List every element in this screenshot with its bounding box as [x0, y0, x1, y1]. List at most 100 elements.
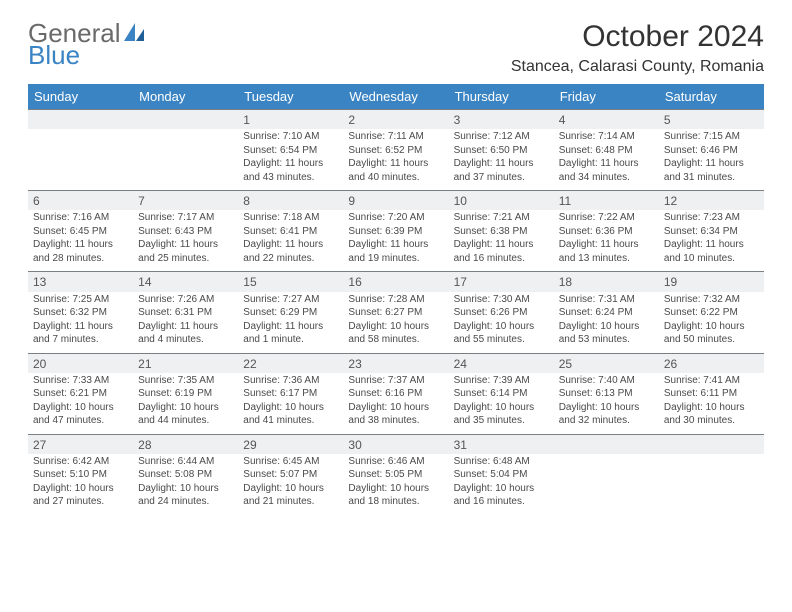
day-cell-line: Sunrise: 7:14 AM [559, 130, 654, 144]
day-cell-line: Sunset: 6:50 PM [454, 144, 549, 158]
day-cell-line: Sunset: 5:10 PM [33, 468, 128, 482]
day-cell: Sunrise: 7:32 AMSunset: 6:22 PMDaylight:… [659, 292, 764, 354]
day-cell-line: Sunrise: 6:42 AM [33, 455, 128, 469]
day-cell-line: and 58 minutes. [348, 333, 443, 347]
day-cell: Sunrise: 7:23 AMSunset: 6:34 PMDaylight:… [659, 210, 764, 272]
day-number-cell: 9 [343, 191, 448, 211]
day-cell: Sunrise: 7:40 AMSunset: 6:13 PMDaylight:… [554, 373, 659, 435]
day-cell-line: Sunset: 6:16 PM [348, 387, 443, 401]
day-cell-line: Daylight: 11 hours [243, 157, 338, 171]
day-number-cell: 31 [449, 434, 554, 454]
day-cell-line: Sunrise: 7:28 AM [348, 293, 443, 307]
day-cell-line: Sunrise: 7:22 AM [559, 211, 654, 225]
day-cell-line: Sunset: 6:48 PM [559, 144, 654, 158]
day-cell-line: Sunrise: 7:18 AM [243, 211, 338, 225]
day-number-cell: 27 [28, 434, 133, 454]
day-number-cell: 15 [238, 272, 343, 292]
day-cell-line: and 19 minutes. [348, 252, 443, 266]
day-cell-line: Sunrise: 7:35 AM [138, 374, 233, 388]
day-cell-line: Daylight: 10 hours [243, 482, 338, 496]
day-cell-line: and 10 minutes. [664, 252, 759, 266]
day-cell: Sunrise: 7:17 AMSunset: 6:43 PMDaylight:… [133, 210, 238, 272]
day-cell: Sunrise: 6:45 AMSunset: 5:07 PMDaylight:… [238, 454, 343, 515]
weekday-header: Tuesday [238, 84, 343, 110]
day-cell-line: and 37 minutes. [454, 171, 549, 185]
day-cell-line: Daylight: 10 hours [348, 401, 443, 415]
day-cell-line: Sunset: 6:54 PM [243, 144, 338, 158]
day-cell-line: and 32 minutes. [559, 414, 654, 428]
day-cell-line: Sunset: 6:27 PM [348, 306, 443, 320]
day-cell: Sunrise: 7:27 AMSunset: 6:29 PMDaylight:… [238, 292, 343, 354]
day-cell-line: Sunset: 6:39 PM [348, 225, 443, 239]
day-cell-line: and 55 minutes. [454, 333, 549, 347]
day-number-cell: 14 [133, 272, 238, 292]
day-cell-line: Daylight: 10 hours [559, 401, 654, 415]
day-cell-line: Sunrise: 7:31 AM [559, 293, 654, 307]
day-cell-line: and 34 minutes. [559, 171, 654, 185]
day-cell: Sunrise: 7:39 AMSunset: 6:14 PMDaylight:… [449, 373, 554, 435]
day-cell-line: Sunrise: 6:44 AM [138, 455, 233, 469]
day-cell-line: Sunset: 5:07 PM [243, 468, 338, 482]
day-cell-line: Daylight: 10 hours [664, 320, 759, 334]
day-number-cell [554, 434, 659, 454]
day-cell-line: Daylight: 11 hours [138, 238, 233, 252]
day-number-cell: 10 [449, 191, 554, 211]
day-cell-line: Sunrise: 7:20 AM [348, 211, 443, 225]
day-cell-line: Daylight: 10 hours [454, 482, 549, 496]
day-cell-line: Sunrise: 7:25 AM [33, 293, 128, 307]
day-number-cell: 16 [343, 272, 448, 292]
day-cell-line: Daylight: 11 hours [559, 157, 654, 171]
day-cell: Sunrise: 7:36 AMSunset: 6:17 PMDaylight:… [238, 373, 343, 435]
day-cell: Sunrise: 7:16 AMSunset: 6:45 PMDaylight:… [28, 210, 133, 272]
day-cell: Sunrise: 7:28 AMSunset: 6:27 PMDaylight:… [343, 292, 448, 354]
day-cell-line: Daylight: 10 hours [138, 482, 233, 496]
day-cell-line: and 16 minutes. [454, 252, 549, 266]
day-cell-line: and 40 minutes. [348, 171, 443, 185]
day-cell-line: Sunset: 6:11 PM [664, 387, 759, 401]
day-cell-line: and 28 minutes. [33, 252, 128, 266]
day-cell-line: Daylight: 10 hours [243, 401, 338, 415]
day-cell-line: and 43 minutes. [243, 171, 338, 185]
day-number-cell: 17 [449, 272, 554, 292]
day-cell-line: Sunrise: 7:33 AM [33, 374, 128, 388]
day-number-cell: 4 [554, 110, 659, 130]
day-cell-line: and 24 minutes. [138, 495, 233, 509]
day-cell-line: and 18 minutes. [348, 495, 443, 509]
weekday-header: Thursday [449, 84, 554, 110]
day-cell [133, 129, 238, 191]
day-cell-line: Daylight: 10 hours [664, 401, 759, 415]
location-text: Stancea, Calarasi County, Romania [511, 58, 764, 76]
day-cell-line: Sunrise: 7:32 AM [664, 293, 759, 307]
day-cell-line: Sunrise: 7:36 AM [243, 374, 338, 388]
day-number-cell: 18 [554, 272, 659, 292]
day-cell-line: Sunrise: 6:46 AM [348, 455, 443, 469]
calendar-body: 12345Sunrise: 7:10 AMSunset: 6:54 PMDayl… [28, 110, 764, 515]
day-cell-line: Daylight: 10 hours [454, 401, 549, 415]
day-cell-line: Sunset: 5:05 PM [348, 468, 443, 482]
day-number-cell [659, 434, 764, 454]
day-cell: Sunrise: 7:31 AMSunset: 6:24 PMDaylight:… [554, 292, 659, 354]
day-number-cell: 25 [554, 353, 659, 373]
day-number-cell: 26 [659, 353, 764, 373]
day-cell-line: and 41 minutes. [243, 414, 338, 428]
day-number-row: 20212223242526 [28, 353, 764, 373]
page-header: General Blue October 2024 Stancea, Calar… [28, 20, 764, 76]
logo-word2: Blue [28, 42, 145, 68]
day-cell-line: Daylight: 11 hours [454, 157, 549, 171]
day-number-cell: 21 [133, 353, 238, 373]
day-content-row: Sunrise: 7:16 AMSunset: 6:45 PMDaylight:… [28, 210, 764, 272]
day-cell [28, 129, 133, 191]
day-cell-line: Sunset: 6:43 PM [138, 225, 233, 239]
day-cell-line: Sunset: 6:32 PM [33, 306, 128, 320]
day-cell-line: and 27 minutes. [33, 495, 128, 509]
day-cell-line: Daylight: 11 hours [454, 238, 549, 252]
day-cell-line: Sunrise: 7:37 AM [348, 374, 443, 388]
day-cell-line: and 53 minutes. [559, 333, 654, 347]
day-cell-line: Daylight: 11 hours [559, 238, 654, 252]
day-cell-line: and 25 minutes. [138, 252, 233, 266]
day-cell-line: Daylight: 11 hours [348, 238, 443, 252]
day-cell-line: and 44 minutes. [138, 414, 233, 428]
day-cell: Sunrise: 7:14 AMSunset: 6:48 PMDaylight:… [554, 129, 659, 191]
logo: General Blue [28, 20, 145, 68]
day-cell-line: Daylight: 10 hours [33, 401, 128, 415]
